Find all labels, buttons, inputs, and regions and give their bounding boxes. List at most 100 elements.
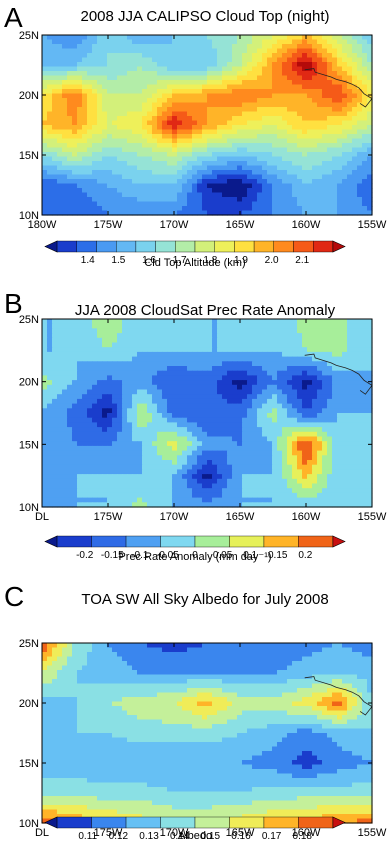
contour-cell — [87, 80, 93, 85]
contour-cell — [277, 134, 283, 139]
contour-cell — [362, 413, 368, 418]
contour-cell — [127, 474, 133, 479]
contour-cell — [152, 143, 158, 148]
contour-cell — [282, 366, 288, 371]
contour-cell — [277, 328, 283, 333]
contour-cell — [267, 35, 273, 40]
contour-cell — [97, 175, 103, 180]
contour-cell — [187, 152, 193, 157]
contour-cell — [207, 371, 213, 376]
contour-cell — [302, 152, 308, 157]
contour-cell — [157, 343, 163, 348]
contour-cell — [107, 103, 113, 108]
contour-cell — [187, 375, 193, 380]
contour-cell — [182, 385, 188, 390]
contour-cell — [357, 161, 363, 166]
contour-cell — [232, 170, 238, 175]
contour-cell — [77, 324, 83, 329]
contour-cell — [237, 116, 243, 121]
contour-cell — [312, 197, 318, 202]
contour-cell — [212, 418, 218, 423]
contour-cell — [147, 460, 153, 465]
contour-cell — [107, 49, 113, 54]
contour-cell — [237, 152, 243, 157]
contour-cell — [57, 347, 63, 352]
contour-cell — [262, 408, 268, 413]
contour-cell — [222, 193, 228, 198]
contour-cell — [212, 375, 218, 380]
contour-cell — [247, 432, 253, 437]
contour-cell — [342, 112, 348, 117]
contour-cell — [332, 152, 338, 157]
contour-cell — [177, 76, 183, 81]
contour-cell — [262, 432, 268, 437]
contour-cell — [232, 134, 238, 139]
contour-cell — [277, 170, 283, 175]
contour-cell — [362, 89, 368, 94]
contour-cell — [207, 35, 213, 40]
contour-cell — [162, 347, 168, 352]
contour-cell — [152, 40, 158, 45]
contour-cell — [137, 49, 143, 54]
contour-cell — [182, 357, 188, 362]
contour-cell — [312, 170, 318, 175]
contour-cell — [302, 366, 308, 371]
contour-cell — [262, 134, 268, 139]
contour-cell — [302, 116, 308, 121]
contour-cell — [362, 357, 368, 362]
contour-cell — [292, 413, 298, 418]
contour-cell — [322, 319, 328, 324]
contour-cell — [317, 343, 323, 348]
contour-cell — [212, 380, 218, 385]
contour-cell — [62, 394, 68, 399]
contour-cell — [227, 85, 233, 90]
contour-cell — [232, 67, 238, 72]
contour-cell — [352, 399, 358, 404]
contour-cell — [217, 53, 223, 58]
contour-cell — [82, 202, 88, 207]
contour-cell — [327, 338, 333, 343]
contour-cell — [132, 328, 138, 333]
contour-cell — [237, 94, 243, 99]
contour-cell — [217, 89, 223, 94]
contour-cell — [247, 474, 253, 479]
contour-cell — [62, 134, 68, 139]
contour-cell — [327, 139, 333, 144]
contour-cell — [132, 455, 138, 460]
contour-cell — [252, 347, 258, 352]
contour-cell — [357, 184, 363, 189]
contour-cell — [337, 188, 343, 193]
contour-cell — [107, 437, 113, 442]
contour-cell — [92, 418, 98, 423]
contour-cell — [337, 103, 343, 108]
contour-cell — [137, 188, 143, 193]
contour-cell — [107, 469, 113, 474]
contour-cell — [192, 338, 198, 343]
contour-cell — [47, 338, 53, 343]
contour-cell — [207, 85, 213, 90]
contour-cell — [237, 469, 243, 474]
contour-cell — [282, 179, 288, 184]
contour-cell — [182, 157, 188, 162]
contour-cell — [232, 380, 238, 385]
contour-cell — [247, 347, 253, 352]
contour-cell — [262, 116, 268, 121]
contour-cell — [287, 107, 293, 112]
contour-cell — [332, 408, 338, 413]
contour-cell — [362, 175, 368, 180]
contour-cell — [187, 193, 193, 198]
contour-cell — [202, 375, 208, 380]
contour-cell — [357, 328, 363, 333]
contour-cell — [137, 408, 143, 413]
contour-cell — [122, 98, 128, 103]
contour-cell — [222, 166, 228, 171]
contour-cell — [332, 469, 338, 474]
contour-cell — [267, 148, 273, 153]
contour-cell — [112, 446, 118, 451]
contour-cell — [332, 202, 338, 207]
contour-cell — [112, 107, 118, 112]
contour-cell — [272, 441, 278, 446]
contour-cell — [222, 422, 228, 427]
contour-cell — [182, 460, 188, 465]
